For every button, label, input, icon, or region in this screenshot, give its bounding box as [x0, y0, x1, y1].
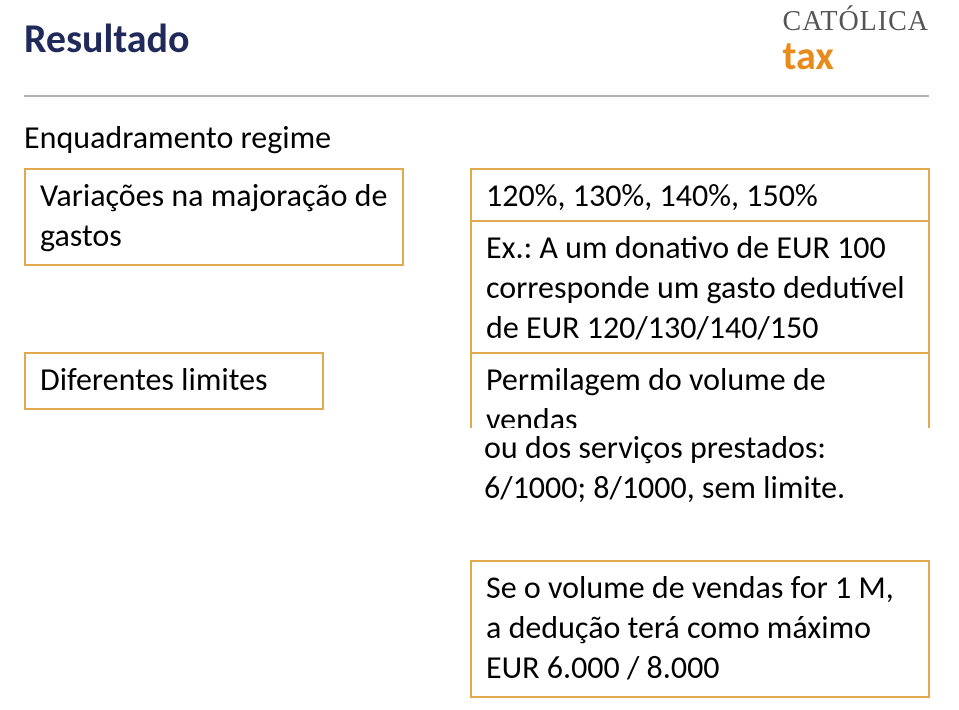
right-box-4-values: 6/1000; 8/1000, sem limite. [484, 468, 845, 507]
left-box-1: Variações na majoração de gastos [24, 168, 404, 266]
slide-title: Resultado [24, 14, 190, 63]
right-box-4-prefix: ou dos serviços prestados: [484, 428, 826, 467]
right-box-1: 120%, 130%, 140%, 150% [470, 168, 930, 226]
subheading: Enquadramento regime [24, 118, 331, 157]
right-box-4: ou dos serviços prestados: 6/1000; 8/100… [470, 428, 930, 516]
logo: CATÓLICA tax [783, 6, 929, 74]
title-divider [24, 95, 929, 97]
logo-bottom-text: tax [783, 38, 929, 74]
right-box-5: Se o volume de vendas for 1 M, a dedução… [470, 560, 930, 698]
right-box-2: Ex.: A um donativo de EUR 100 correspond… [470, 220, 930, 358]
left-box-2: Diferentes limites [24, 352, 324, 410]
